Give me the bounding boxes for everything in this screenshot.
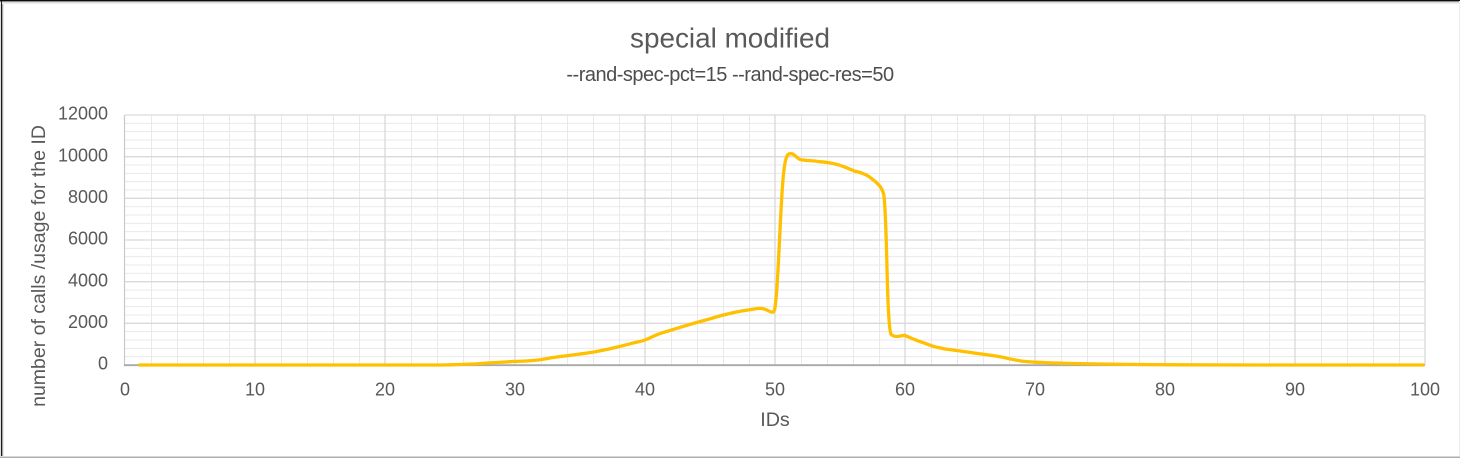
svg-text:60: 60 <box>895 380 915 400</box>
svg-text:0: 0 <box>98 354 108 374</box>
svg-text:20: 20 <box>375 380 395 400</box>
svg-text:10: 10 <box>245 380 265 400</box>
svg-text:0: 0 <box>120 380 130 400</box>
svg-text:80: 80 <box>1155 380 1175 400</box>
svg-text:2000: 2000 <box>68 312 108 332</box>
svg-text:30: 30 <box>505 380 525 400</box>
svg-text:--rand-spec-pct=15 --rand-spec: --rand-spec-pct=15 --rand-spec-res=50 <box>566 64 894 86</box>
svg-text:IDs: IDs <box>760 409 790 431</box>
svg-text:8000: 8000 <box>68 187 108 207</box>
svg-text:40: 40 <box>635 380 655 400</box>
svg-text:special modified: special modified <box>630 22 830 53</box>
svg-text:70: 70 <box>1025 380 1045 400</box>
svg-text:10000: 10000 <box>58 145 108 165</box>
svg-text:4000: 4000 <box>68 270 108 290</box>
svg-text:number of calls /usage for the: number of calls /usage for the ID <box>28 125 50 407</box>
svg-text:100: 100 <box>1410 380 1440 400</box>
svg-text:50: 50 <box>765 380 785 400</box>
svg-text:6000: 6000 <box>68 229 108 249</box>
svg-text:90: 90 <box>1285 380 1305 400</box>
svg-text:12000: 12000 <box>58 104 108 124</box>
